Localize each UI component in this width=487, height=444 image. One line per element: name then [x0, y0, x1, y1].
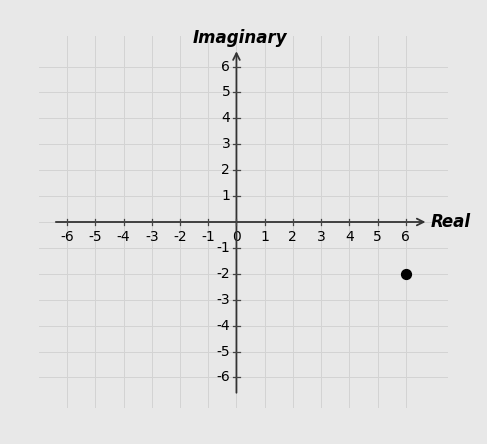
Text: 6: 6 — [401, 230, 410, 244]
Text: 1: 1 — [222, 189, 230, 203]
Text: -4: -4 — [217, 319, 230, 333]
Text: -4: -4 — [117, 230, 131, 244]
Text: -3: -3 — [217, 293, 230, 307]
Text: 1: 1 — [260, 230, 269, 244]
Text: -2: -2 — [173, 230, 187, 244]
Text: -6: -6 — [60, 230, 74, 244]
Text: 4: 4 — [345, 230, 354, 244]
Text: 3: 3 — [317, 230, 325, 244]
Point — [402, 270, 410, 278]
Text: Imaginary: Imaginary — [192, 29, 287, 47]
Text: 2: 2 — [222, 163, 230, 177]
Text: 5: 5 — [222, 86, 230, 99]
Text: Real: Real — [431, 213, 470, 231]
Text: -2: -2 — [217, 267, 230, 281]
Text: 2: 2 — [288, 230, 297, 244]
Text: 6: 6 — [222, 59, 230, 74]
Text: 4: 4 — [222, 111, 230, 125]
Text: -6: -6 — [217, 370, 230, 385]
Text: -1: -1 — [217, 241, 230, 255]
Text: -1: -1 — [201, 230, 215, 244]
Text: -3: -3 — [145, 230, 159, 244]
Text: 0: 0 — [232, 230, 241, 244]
Text: 3: 3 — [222, 137, 230, 151]
Text: -5: -5 — [89, 230, 102, 244]
Text: 5: 5 — [373, 230, 382, 244]
Text: -5: -5 — [217, 345, 230, 358]
